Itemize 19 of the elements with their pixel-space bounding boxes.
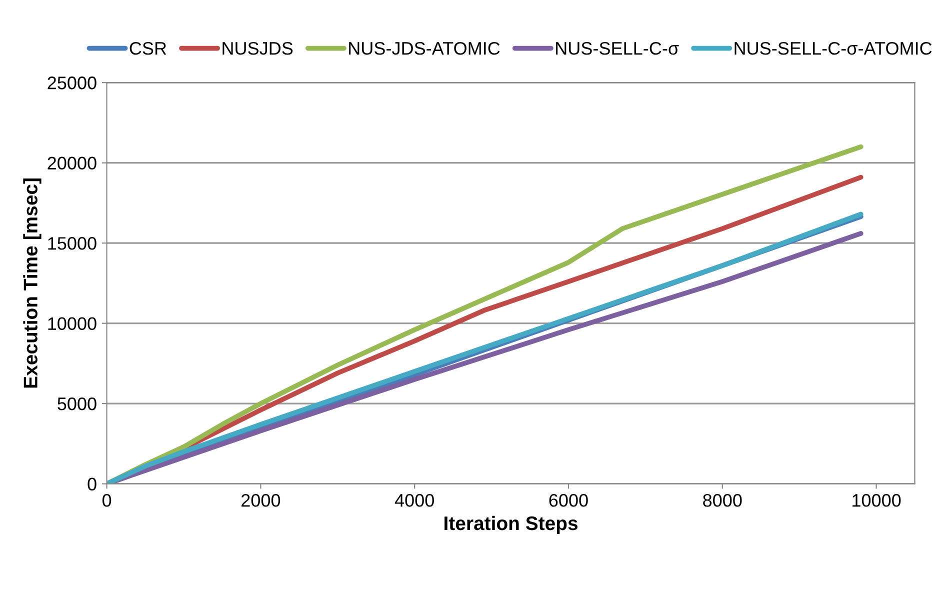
y-tick-label: 5000	[58, 397, 96, 410]
legend-label: NUS-JDS-ATOMIC	[349, 42, 500, 55]
x-tick-label: 8000	[703, 494, 742, 507]
legend-label: NUS-SELL-C-σ	[556, 42, 679, 55]
y-tick-label: 10000	[48, 317, 96, 330]
x-tick-label: 0	[102, 494, 112, 507]
y-tick-label: 20000	[48, 156, 96, 170]
x-tick-label: 6000	[549, 494, 588, 507]
x-tick-label: 10000	[852, 494, 901, 507]
legend-label: NUS-SELL-C-σ-ATOMIC	[734, 42, 932, 55]
x-tick-label: 4000	[394, 494, 434, 507]
y-axis-title: Execution Time [msec]	[23, 178, 42, 388]
x-axis-title: Iteration Steps	[444, 516, 578, 534]
legend-label: NUSJDS	[222, 42, 293, 55]
legend-label: CSR	[130, 42, 166, 55]
y-tick-label: 0	[88, 478, 96, 491]
y-tick-label: 25000	[48, 76, 96, 90]
y-tick-label: 15000	[48, 237, 96, 250]
x-tick-label: 2000	[242, 494, 280, 507]
